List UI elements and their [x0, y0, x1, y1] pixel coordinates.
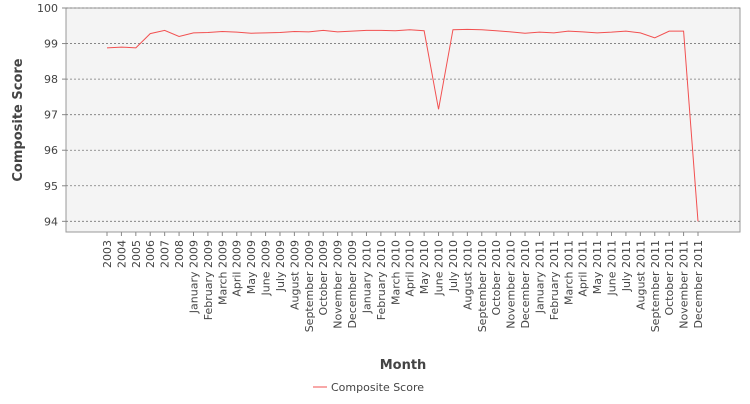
x-tick-label: August 2010: [461, 240, 474, 310]
x-tick-label: May 2010: [418, 240, 431, 294]
x-tick-label: April 2010: [404, 240, 417, 297]
x-tick-label: November 2009: [332, 240, 345, 329]
series-line: [106, 28, 699, 222]
plot-area: [65, 7, 741, 233]
y-tick-label: 99: [44, 38, 58, 51]
y-axis-label: Composite Score: [11, 58, 26, 181]
x-tick-label: March 2010: [389, 240, 402, 305]
x-tick-label: June 2009: [260, 240, 273, 296]
x-tick-label: October 2009: [317, 240, 330, 316]
x-tick-label: November 2011: [678, 240, 691, 329]
x-tick-label: January 2011: [533, 240, 546, 314]
x-tick-label: 2006: [144, 240, 157, 268]
y-tick-label: 98: [44, 73, 58, 86]
x-tick-label: April 2009: [231, 240, 244, 297]
x-axis-label: Month: [380, 358, 427, 373]
x-tick-label: 2005: [130, 240, 143, 268]
x-tick-label: July 2011: [620, 240, 633, 292]
x-tick-label: 2004: [115, 240, 128, 268]
x-tick-label: November 2010: [505, 240, 518, 329]
y-tick-label: 94: [44, 215, 58, 228]
x-tick-label: 2007: [159, 240, 172, 268]
y-tick-label: 100: [37, 2, 58, 15]
x-tick-label: October 2011: [663, 240, 676, 316]
x-tick-label: May 2009: [245, 240, 258, 294]
x-tick-label: February 2011: [548, 240, 561, 320]
x-tick-label: February 2010: [375, 240, 388, 320]
x-tick-label: July 2009: [274, 240, 287, 292]
y-tick-label: 95: [44, 180, 58, 193]
x-tick-label: March 2011: [562, 240, 575, 305]
x-tick-label: May 2011: [591, 240, 604, 294]
x-tick-label: August 2009: [288, 240, 301, 310]
x-tick-label: June 2010: [433, 240, 446, 296]
x-tick-label: August 2011: [634, 240, 647, 310]
x-tick-label: April 2011: [577, 240, 590, 297]
x-tick-label: 2003: [101, 240, 114, 268]
x-tick-label: September 2009: [303, 240, 316, 332]
legend-label: Composite Score: [331, 381, 424, 394]
x-tick-label: June 2011: [606, 240, 619, 296]
x-tick-label: March 2009: [216, 240, 229, 305]
y-tick-label: 96: [44, 144, 58, 157]
y-tick-label: 97: [44, 109, 58, 122]
x-tick-label: December 2010: [519, 240, 532, 329]
x-tick-label: 2008: [173, 240, 186, 268]
x-tick-label: July 2010: [447, 240, 460, 292]
x-tick-label: October 2010: [490, 240, 503, 316]
x-tick-label: January 2010: [360, 240, 373, 314]
x-tick-label: January 2009: [187, 240, 200, 314]
x-tick-label: December 2011: [692, 240, 705, 329]
x-tick-label: September 2010: [476, 240, 489, 332]
x-tick-label: September 2011: [649, 240, 662, 332]
x-tick-label: December 2009: [346, 240, 359, 329]
x-tick-label: February 2009: [202, 240, 215, 320]
